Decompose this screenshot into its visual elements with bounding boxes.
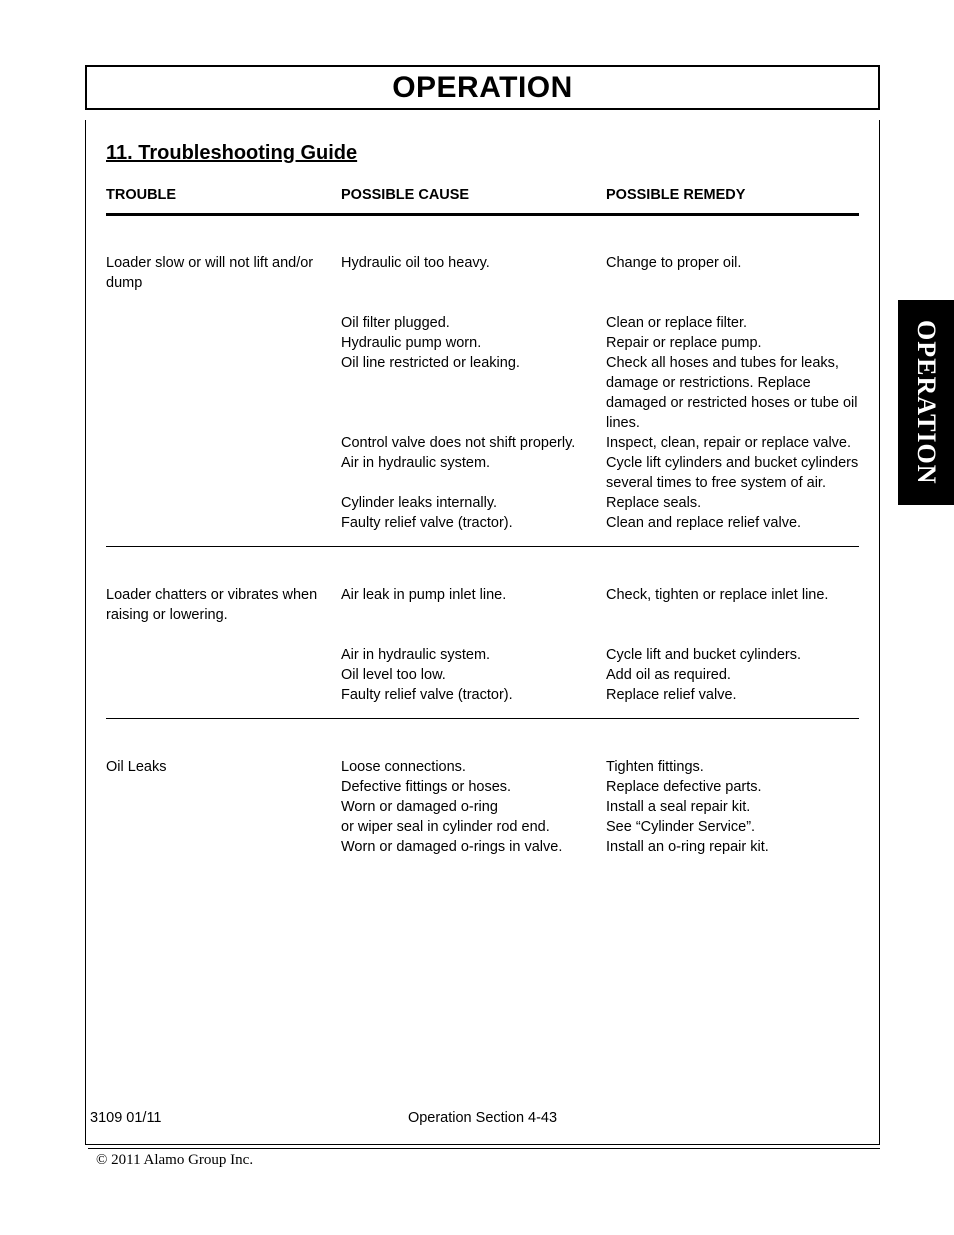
cell-cause: Worn or damaged o-ring: [341, 797, 606, 817]
table-row: Control valve does not shift properly.In…: [106, 433, 859, 453]
cell-remedy: Change to proper oil.: [606, 253, 859, 293]
table-row: Oil filter plugged.Clean or replace filt…: [106, 313, 859, 333]
group-gap: [106, 547, 859, 585]
cell-trouble: [106, 353, 341, 433]
inner-footer: 3109 01/11 Operation Section 4-43: [86, 1110, 879, 1126]
cell-remedy: Cycle lift cylinders and bucket cylinder…: [606, 453, 859, 493]
bottom-pad: [106, 533, 859, 547]
cell-cause: Air in hydraulic system.: [341, 645, 606, 665]
cell-remedy: Add oil as required.: [606, 665, 859, 685]
page-title: OPERATION: [392, 71, 573, 105]
table-row: Faulty relief valve (tractor).Clean and …: [106, 513, 859, 533]
table-row: Worn or damaged o-ringInstall a seal rep…: [106, 797, 859, 817]
cell-cause: Hydraulic pump worn.: [341, 333, 606, 353]
cell-trouble: [106, 837, 341, 857]
cell-trouble: [106, 493, 341, 513]
cell-cause: Air leak in pump inlet line.: [341, 585, 606, 625]
cell-remedy: Replace relief valve.: [606, 685, 859, 705]
cell-cause: Oil filter plugged.: [341, 313, 606, 333]
cell-remedy: Replace seals.: [606, 493, 859, 513]
cell-cause: Worn or damaged o-rings in valve.: [341, 837, 606, 857]
table-row: Oil line restricted or leaking.Check all…: [106, 353, 859, 433]
table-row: or wiper seal in cylinder rod end.See “C…: [106, 817, 859, 837]
cell-remedy: See “Cylinder Service”.: [606, 817, 859, 837]
cell-trouble: [106, 453, 341, 493]
cell-remedy: Check, tighten or replace inlet line.: [606, 585, 859, 625]
cell-remedy: Clean and replace relief valve.: [606, 513, 859, 533]
group-gap: [106, 719, 859, 757]
cell-trouble: [106, 685, 341, 705]
cell-cause: Defective fittings or hoses.: [341, 777, 606, 797]
table-row: Hydraulic pump worn.Repair or replace pu…: [106, 333, 859, 353]
cell-trouble: [106, 797, 341, 817]
cell-remedy: Install an o-ring repair kit.: [606, 837, 859, 857]
group-gap: [106, 215, 859, 253]
cell-trouble: [106, 645, 341, 665]
table-row: Air in hydraulic system.Cycle lift and b…: [106, 645, 859, 665]
table-row: Worn or damaged o-rings in valve.Install…: [106, 837, 859, 857]
cell-cause: Oil level too low.: [341, 665, 606, 685]
title-frame: OPERATION: [85, 65, 880, 110]
table-row: Cylinder leaks internally.Replace seals.: [106, 493, 859, 513]
cell-remedy: Replace defective parts.: [606, 777, 859, 797]
cell-cause: Faulty relief valve (tractor).: [341, 685, 606, 705]
table-row: Loader slow or will not lift and/or dump…: [106, 253, 859, 293]
cell-cause: Oil line restricted or leaking.: [341, 353, 606, 433]
page: OPERATION OPERATION 11. Troubleshooting …: [0, 0, 954, 1235]
table-row: Air in hydraulic system.Cycle lift cylin…: [106, 453, 859, 493]
content-frame: 11. Troubleshooting Guide TROUBLE POSSIB…: [85, 120, 880, 1145]
col-header-trouble: TROUBLE: [106, 187, 341, 215]
copyright: © 2011 Alamo Group Inc.: [96, 1152, 253, 1169]
cell-remedy: Repair or replace pump.: [606, 333, 859, 353]
cell-trouble: [106, 433, 341, 453]
footer-center: Operation Section 4-43: [86, 1110, 879, 1126]
cell-trouble: [106, 313, 341, 333]
cell-trouble: [106, 817, 341, 837]
cell-cause: Air in hydraulic system.: [341, 453, 606, 493]
cell-cause: Loose connections.: [341, 757, 606, 777]
cell-remedy: Cycle lift and bucket cylinders.: [606, 645, 859, 665]
cell-trouble: Oil Leaks: [106, 757, 341, 777]
col-header-remedy: POSSIBLE REMEDY: [606, 187, 859, 215]
side-tab: OPERATION: [898, 300, 954, 505]
cell-cause: Control valve does not shift properly.: [341, 433, 606, 453]
cell-trouble: [106, 665, 341, 685]
pair-gap: [106, 625, 859, 645]
table-header-row: TROUBLE POSSIBLE CAUSE POSSIBLE REMEDY: [106, 187, 859, 215]
table-row: Faulty relief valve (tractor).Replace re…: [106, 685, 859, 705]
cell-remedy: Clean or replace filter.: [606, 313, 859, 333]
cell-cause: Hydraulic oil too heavy.: [341, 253, 606, 293]
section-title: 11. Troubleshooting Guide: [106, 142, 859, 165]
table-row: Loader chatters or vibrates when raising…: [106, 585, 859, 625]
table-row: Oil LeaksLoose connections.Tighten fitti…: [106, 757, 859, 777]
cell-cause: or wiper seal in cylinder rod end.: [341, 817, 606, 837]
troubleshooting-table: TROUBLE POSSIBLE CAUSE POSSIBLE REMEDY L…: [106, 187, 859, 871]
table-row: Oil level too low.Add oil as required.: [106, 665, 859, 685]
col-header-cause: POSSIBLE CAUSE: [341, 187, 606, 215]
cell-trouble: [106, 513, 341, 533]
cell-remedy: Inspect, clean, repair or replace valve.: [606, 433, 859, 453]
bottom-pad: [106, 705, 859, 719]
pair-gap: [106, 293, 859, 313]
cell-cause: Faulty relief valve (tractor).: [341, 513, 606, 533]
cell-remedy: Check all hoses and tubes for leaks, dam…: [606, 353, 859, 433]
cell-trouble: [106, 333, 341, 353]
cell-remedy: Tighten fittings.: [606, 757, 859, 777]
cell-trouble: Loader chatters or vibrates when raising…: [106, 585, 341, 625]
table-row: Defective fittings or hoses.Replace defe…: [106, 777, 859, 797]
cell-trouble: [106, 777, 341, 797]
bottom-pad: [106, 857, 859, 871]
footer-rule: [88, 1148, 880, 1149]
cell-cause: Cylinder leaks internally.: [341, 493, 606, 513]
cell-remedy: Install a seal repair kit.: [606, 797, 859, 817]
cell-trouble: Loader slow or will not lift and/or dump: [106, 253, 341, 293]
side-tab-label: OPERATION: [911, 320, 941, 485]
